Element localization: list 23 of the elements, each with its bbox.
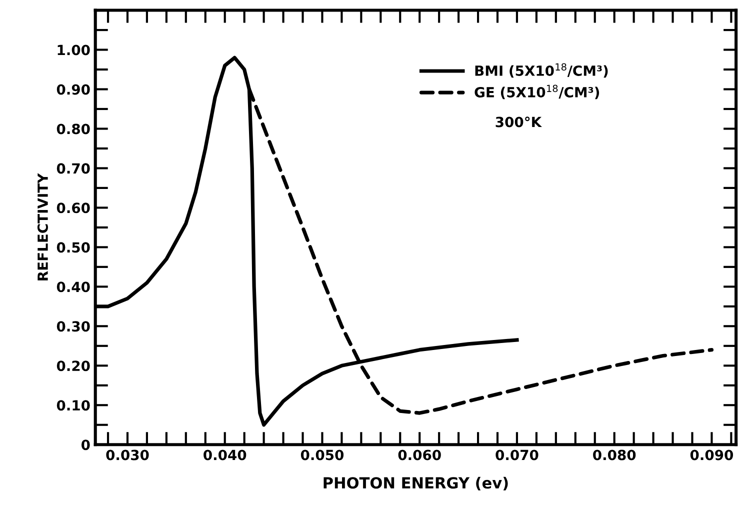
x-tick-label: 0.080 [593,450,636,460]
y-tick-label: 0.70 [56,163,90,174]
y-tick-label: 0.30 [56,321,90,332]
annotation: 300°K [496,116,542,128]
y-tick-label: 0.80 [56,124,90,134]
y-axis-title: REFLECTIVITY [37,173,48,280]
legend-label: GE (5X10$^{18}$/CM³) [474,84,600,100]
x-tick-label: 0.090 [690,450,734,460]
x-axis-title: PHOTON ENERGY (ev) [324,476,508,490]
legend-label: BMI (5X10$^{18}$/CM³) [475,63,608,78]
y-tick-label: 0 [82,440,90,450]
y-tick-label: 0.60 [56,202,90,214]
y-tick-label: 1.00 [58,44,90,56]
x-tick-label: 0.060 [398,450,441,460]
x-tick-label: 0.030 [106,450,149,460]
y-tick-label: 0.10 [56,400,90,411]
x-tick-label: 0.040 [204,450,246,460]
y-tick-label: 0.20 [56,360,90,372]
y-tick-label: 0.40 [56,282,90,292]
y-tick-label: 0.50 [56,242,90,253]
x-tick-label: 0.070 [496,450,538,460]
x-tick-label: 0.050 [300,450,344,460]
y-tick-label: 0.90 [56,84,90,95]
